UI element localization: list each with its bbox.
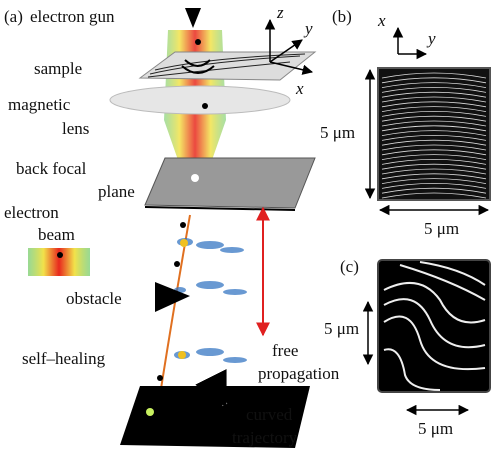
label: free [272, 341, 298, 360]
label: obstacle [66, 289, 122, 308]
label: curved [246, 405, 293, 424]
panel-label: (b) [332, 7, 352, 26]
label: beam [38, 225, 75, 244]
axis-label: y [303, 19, 313, 38]
figure: (a) electron gun sample magnetic lens ba… [0, 0, 494, 456]
axis-label: x [377, 11, 386, 30]
label: self–healing [22, 349, 106, 368]
label: plane [98, 182, 135, 201]
label: trajectory [232, 428, 298, 447]
back-focal-plane [145, 158, 315, 210]
pattern-c [378, 260, 490, 392]
label: electron gun [30, 7, 115, 26]
label: sample [34, 59, 82, 78]
panel-label: (a) [4, 7, 23, 26]
scale-label: 5 μm [418, 419, 453, 438]
label: propagation [258, 364, 340, 383]
magnetic-lens [110, 86, 290, 114]
axis-label: z [276, 3, 284, 22]
pattern-b [378, 68, 490, 200]
label: electron [4, 203, 59, 222]
axis-label: y [426, 29, 436, 48]
axis-label: x [295, 79, 304, 98]
panel-label: (c) [340, 257, 359, 276]
label: back focal [16, 159, 87, 178]
label: magnetic [8, 95, 71, 114]
label: lens [62, 119, 89, 138]
obstacle [155, 282, 190, 312]
scale-label: 5 μm [424, 219, 459, 238]
scale-label: 5 μm [324, 319, 359, 338]
electron-beam-inset [28, 248, 90, 276]
scale-label: 5 μm [320, 123, 355, 142]
